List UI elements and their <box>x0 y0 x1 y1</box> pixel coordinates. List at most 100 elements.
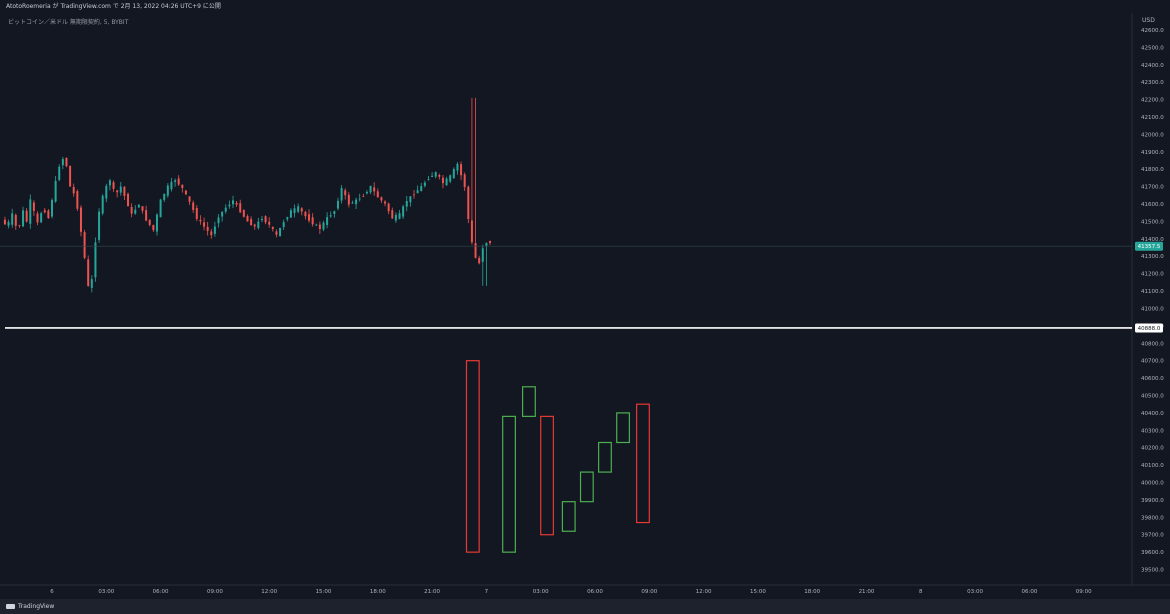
candle-body-124 <box>452 169 455 179</box>
candle-body-104 <box>380 197 383 201</box>
x-tick-label-9: 03:00 <box>533 589 549 595</box>
candle-body-130 <box>474 243 477 258</box>
x-tick-label-0: 6 <box>50 589 54 595</box>
publish-caption: AtotoRoemeria が TradingView.com で 2月 13,… <box>0 0 1170 13</box>
candle-body-35 <box>130 206 133 214</box>
symbol-title[interactable]: ビットコイン／米ドル 無期限契約, 5, BYBIT <box>8 19 129 26</box>
y-tick-label-19: 40700.0 <box>1141 359 1164 365</box>
candle-body-79 <box>289 210 292 218</box>
box-8 <box>636 403 650 524</box>
candle-body-111 <box>405 200 408 207</box>
candle-body-6 <box>25 210 28 222</box>
y-tick-label-23: 40300.0 <box>1141 428 1164 434</box>
candle-body-85 <box>311 217 314 225</box>
horizontal-lines[interactable]: 41357.5 40888.0 <box>0 241 1163 333</box>
candle-body-44 <box>163 193 166 200</box>
candle-body-126 <box>460 164 463 176</box>
x-tick-label-14: 18:00 <box>804 589 820 595</box>
candle-body-14 <box>54 180 57 202</box>
price-chart[interactable]: USD 42600.042500.042400.042300.042200.04… <box>0 13 1170 599</box>
chart-area[interactable]: USD 42600.0 42500.0 42400.0 42300.0 42200.0 4… <box>0 13 1170 599</box>
candle-body-62 <box>228 204 231 207</box>
candle-body-30 <box>112 182 115 189</box>
candle-body-134 <box>489 240 492 243</box>
candle-body-108 <box>394 214 397 221</box>
candle-body-3 <box>14 214 17 226</box>
candle-body-67 <box>246 216 249 222</box>
y-tick-label-21: 40500.0 <box>1141 393 1164 399</box>
candle-body-115 <box>420 186 423 192</box>
horizontal-level-badge <box>1135 323 1163 333</box>
candle-body-21 <box>79 207 82 232</box>
x-tick-label-6: 18:00 <box>370 589 386 595</box>
candle-body-70 <box>257 221 260 229</box>
y-tick-label-29: 39700.0 <box>1141 533 1164 539</box>
candle-body-40 <box>148 219 151 225</box>
candle-body-34 <box>127 193 130 207</box>
candle-body-106 <box>387 203 390 212</box>
candle-body-45 <box>166 185 169 196</box>
candle-body-96 <box>351 202 354 204</box>
x-tick-label-17: 03:00 <box>967 589 983 595</box>
candle-body-117 <box>427 179 430 180</box>
y-tick-label-27: 39900.0 <box>1141 498 1164 504</box>
candle-body-93 <box>340 187 343 201</box>
candle-body-51 <box>188 196 191 202</box>
y-tick-label-13: 41300.0 <box>1141 254 1164 260</box>
candle-body-33 <box>123 186 126 196</box>
candle-body-27 <box>101 195 104 214</box>
candle-body-54 <box>199 219 202 222</box>
candle-body-87 <box>318 224 321 229</box>
price-axis[interactable]: 42600.0 42500.0 42400.0 42300.0 42200.0 42100… <box>1141 28 1164 574</box>
candle-body-48 <box>177 178 180 185</box>
x-tick-label-12: 12:00 <box>696 589 712 595</box>
candle-body-97 <box>355 199 358 205</box>
candle-body-116 <box>423 182 426 186</box>
y-tick-label-12: 41400.0 <box>1141 237 1164 243</box>
candle-body-42 <box>155 214 158 232</box>
y-tick-label-8: 41800.0 <box>1141 167 1164 173</box>
candle-body-82 <box>300 208 303 212</box>
y-tick-label-2: 42400.0 <box>1141 63 1164 69</box>
y-tick-label-7: 41900.0 <box>1141 150 1164 156</box>
candle-body-29 <box>108 180 111 186</box>
candle-body-122 <box>445 178 448 186</box>
candle-body-68 <box>250 219 253 226</box>
candle-body-65 <box>239 203 242 213</box>
candle-body-10 <box>40 213 43 223</box>
x-tick-label-16: 8 <box>919 589 923 595</box>
x-tick-label-13: 15:00 <box>750 589 766 595</box>
candle-body-118 <box>431 175 434 177</box>
candle-body-75 <box>275 231 278 235</box>
candle-body-57 <box>210 231 213 236</box>
candle-body-4 <box>18 225 21 227</box>
time-axis[interactable]: 6 03:00 06:00 09:00 12:00 15:00 18:00 21:00 7 03:… <box>50 589 1092 595</box>
candle-body-36 <box>134 209 137 214</box>
candle-body-12 <box>47 210 50 219</box>
candle-body-120 <box>438 175 441 177</box>
candle-body-32 <box>119 186 122 193</box>
y-tick-label-14: 41200.0 <box>1141 272 1164 278</box>
brand-name: TradingView <box>18 603 55 610</box>
candle-body-55 <box>203 222 206 227</box>
candle-body-81 <box>297 206 300 212</box>
candle-body-41 <box>152 224 155 231</box>
candle-body-71 <box>260 219 263 221</box>
candle-body-7 <box>29 199 32 224</box>
y-tick-label-15: 41100.0 <box>1141 289 1164 295</box>
x-tick-label-18: 06:00 <box>1021 589 1037 595</box>
candle-body-66 <box>242 210 245 217</box>
candle-body-58 <box>213 226 216 234</box>
candle-body-24 <box>90 279 93 288</box>
candle-body-5 <box>22 210 25 227</box>
candle-body-121 <box>441 177 444 184</box>
y-tick-label-1: 42500.0 <box>1141 45 1164 51</box>
candle-body-83 <box>304 211 307 217</box>
candle-body-9 <box>36 213 39 223</box>
candle-body-23 <box>87 259 90 287</box>
candle-body-84 <box>308 214 311 221</box>
x-tick-label-5: 15:00 <box>316 589 332 595</box>
candle-body-15 <box>58 166 61 180</box>
candle-body-95 <box>347 194 350 205</box>
y-tick-label-31: 39500.0 <box>1141 568 1164 574</box>
